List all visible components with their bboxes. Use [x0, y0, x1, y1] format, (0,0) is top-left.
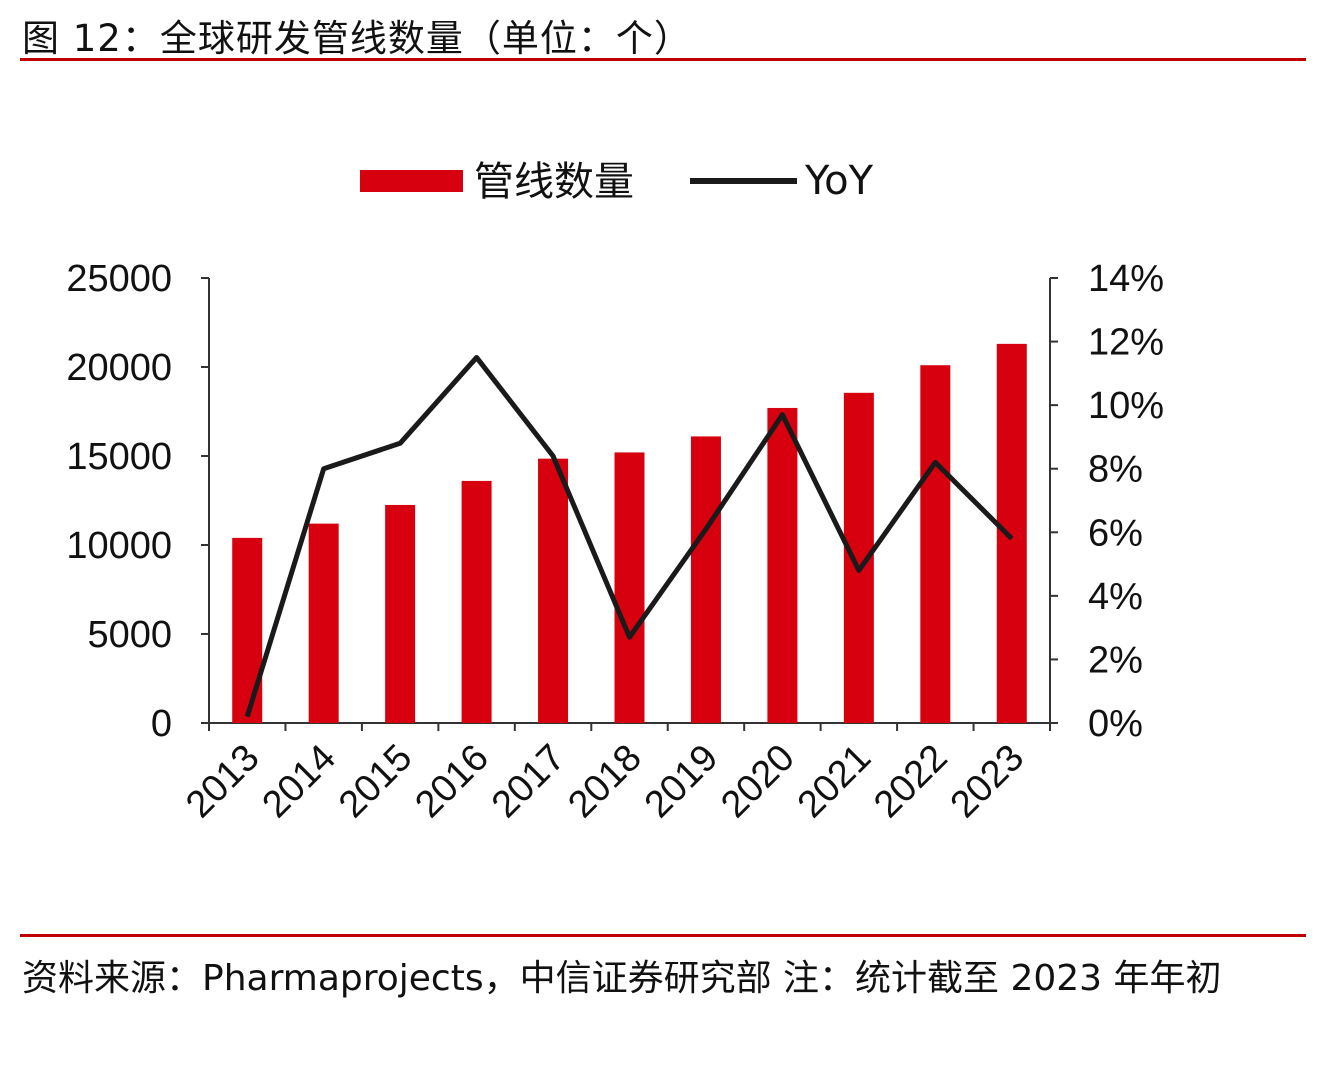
legend-bar-label: 管线数量 — [474, 159, 634, 205]
bar-2017 — [538, 458, 569, 723]
right-tick-label: 2% — [1088, 639, 1143, 681]
bar-2013 — [232, 537, 263, 723]
bar-2023 — [996, 343, 1027, 723]
x-tick-label: 2013 — [178, 737, 267, 826]
x-tick-label: 2022 — [866, 737, 955, 826]
left-tick-label: 20000 — [66, 347, 172, 389]
x-tick-label: 2021 — [790, 737, 879, 826]
title-rule — [20, 58, 1306, 61]
x-tick-label: 2018 — [560, 737, 649, 826]
right-tick-label: 0% — [1088, 703, 1143, 745]
bar-2018 — [614, 452, 645, 723]
bar-2015 — [385, 504, 416, 723]
x-tick-label: 2016 — [407, 737, 496, 826]
right-tick-label: 14% — [1088, 258, 1164, 300]
left-tick-label: 15000 — [66, 436, 172, 478]
chart-title: 图 12：全球研发管线数量（单位：个） — [22, 17, 692, 60]
x-tick-label: 2023 — [943, 737, 1032, 826]
bar-2020 — [767, 407, 798, 723]
left-tick-label: 0 — [151, 703, 172, 745]
x-tick-label: 2015 — [331, 737, 420, 826]
bar-2022 — [920, 365, 951, 723]
bar-2014 — [308, 523, 339, 723]
source-note: 资料来源：Pharmaprojects，中信证券研究部 注：统计截至 2023 … — [22, 958, 1222, 999]
x-tick-label: 2019 — [637, 737, 726, 826]
x-tick-label: 2014 — [255, 737, 344, 826]
legend-line-label: YoY — [804, 158, 874, 204]
right-tick-label: 6% — [1088, 512, 1143, 554]
left-tick-label: 10000 — [66, 525, 172, 567]
right-tick-label: 10% — [1088, 385, 1164, 427]
bar-2016 — [461, 480, 492, 723]
bar-2019 — [690, 436, 721, 723]
left-tick-label: 5000 — [87, 614, 172, 656]
footer-rule — [20, 934, 1306, 937]
right-tick-label: 12% — [1088, 322, 1164, 364]
left-tick-label: 25000 — [66, 258, 172, 300]
x-tick-label: 2020 — [713, 737, 802, 826]
right-tick-label: 8% — [1088, 449, 1143, 491]
legend-bar-swatch — [360, 170, 463, 192]
x-tick-label: 2017 — [484, 737, 573, 826]
right-tick-label: 4% — [1088, 576, 1143, 618]
